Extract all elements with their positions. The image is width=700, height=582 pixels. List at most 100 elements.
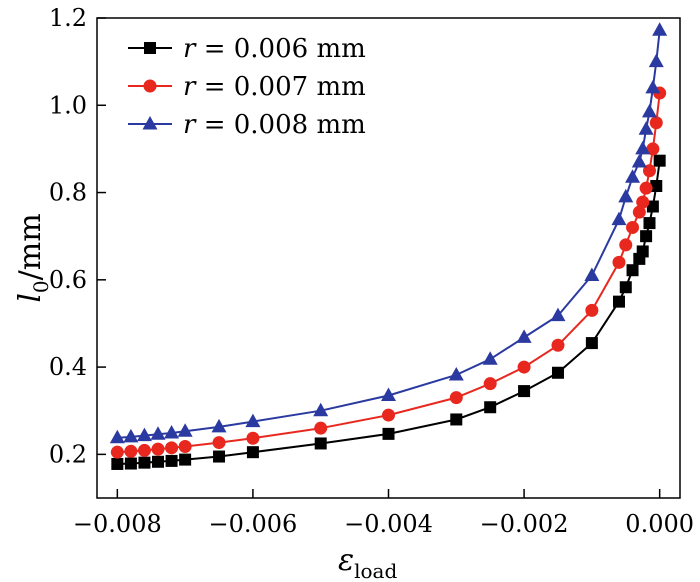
data-point-series-2 bbox=[636, 195, 650, 209]
data-point-series-3 bbox=[584, 267, 600, 281]
data-point-series-3 bbox=[635, 140, 651, 155]
data-point-series-3 bbox=[652, 22, 668, 36]
data-point-series-1 bbox=[165, 454, 178, 467]
data-point-series-3 bbox=[211, 418, 227, 433]
data-point-series-2 bbox=[124, 444, 138, 458]
data-point-series-1 bbox=[636, 245, 649, 258]
data-point-series-3 bbox=[625, 169, 641, 183]
data-point-series-2 bbox=[212, 436, 226, 450]
legend-marker bbox=[143, 79, 157, 93]
legend-value: = 0.007 mm bbox=[195, 72, 365, 102]
data-point-series-2 bbox=[632, 205, 646, 219]
data-point-series-1 bbox=[643, 217, 656, 230]
axis-tick-labels: −0.008 −0.006 −0.004 −0.002 0.000 0.2 0.4 0.6 0.… bbox=[49, 4, 694, 538]
x-tick-label: −0.008 bbox=[73, 510, 162, 538]
legend-label-3: r = 0.008 mm bbox=[183, 110, 366, 140]
data-point-series-3 bbox=[618, 188, 634, 203]
data-point-series-2 bbox=[612, 255, 626, 269]
data-point-series-1 bbox=[619, 281, 632, 294]
series-markers bbox=[109, 22, 668, 470]
data-point-series-3 bbox=[109, 429, 125, 444]
data-point-series-1 bbox=[612, 295, 625, 308]
legend-label-1: r = 0.006 mm bbox=[183, 34, 366, 64]
data-point-series-1 bbox=[626, 264, 639, 277]
data-point-series-2 bbox=[646, 142, 660, 156]
data-point-series-1 bbox=[124, 457, 137, 470]
data-point-series-1 bbox=[653, 154, 666, 167]
data-point-series-3 bbox=[448, 366, 464, 381]
y-tick-label: 1.0 bbox=[49, 91, 87, 119]
data-point-series-1 bbox=[314, 437, 327, 450]
x-tick-label: −0.006 bbox=[209, 510, 298, 538]
legend-marker bbox=[144, 42, 156, 54]
y-tick-label: 0.8 bbox=[49, 179, 87, 207]
data-point-series-2 bbox=[619, 238, 633, 252]
x-tick-label: −0.004 bbox=[344, 510, 433, 538]
data-point-series-2 bbox=[137, 443, 151, 457]
data-point-series-3 bbox=[648, 53, 664, 68]
axis-ticks bbox=[97, 17, 661, 498]
data-point-series-3 bbox=[550, 307, 566, 322]
data-point-series-1 bbox=[450, 413, 463, 426]
legend-variable: r bbox=[183, 110, 197, 140]
data-point-series-2 bbox=[151, 442, 165, 456]
data-point-series-1 bbox=[646, 200, 659, 213]
data-point-series-2 bbox=[517, 360, 531, 374]
legend-label-2: r = 0.007 mm bbox=[183, 72, 366, 102]
data-point-series-1 bbox=[585, 337, 598, 350]
y-axis-subscript: 0 bbox=[29, 280, 53, 293]
y-tick-label: 0.4 bbox=[49, 353, 87, 381]
data-point-series-2 bbox=[178, 440, 192, 454]
data-point-series-3 bbox=[641, 103, 657, 118]
x-axis-title: εload bbox=[338, 543, 397, 582]
y-tick-label: 0.2 bbox=[49, 440, 87, 468]
legend-marker bbox=[142, 116, 158, 130]
legend-variable: r bbox=[183, 34, 197, 64]
data-point-series-2 bbox=[246, 431, 260, 445]
y-axis-title: l0/mm bbox=[13, 213, 53, 302]
data-point-series-2 bbox=[551, 338, 565, 352]
data-point-series-3 bbox=[631, 154, 647, 168]
data-point-series-2 bbox=[649, 116, 663, 130]
data-point-series-3 bbox=[164, 424, 180, 439]
y-tick-label: 1.2 bbox=[49, 4, 87, 32]
data-point-series-1 bbox=[518, 385, 531, 398]
y-tick-label: 0.6 bbox=[49, 266, 87, 294]
data-point-series-2 bbox=[449, 391, 463, 405]
data-point-series-3 bbox=[482, 351, 498, 365]
data-point-series-3 bbox=[313, 402, 329, 417]
data-point-series-1 bbox=[484, 401, 497, 414]
data-point-series-2 bbox=[110, 445, 124, 459]
data-point-series-1 bbox=[152, 455, 165, 468]
data-point-series-2 bbox=[314, 421, 328, 435]
data-point-series-2 bbox=[165, 441, 179, 455]
data-point-series-1 bbox=[111, 457, 124, 470]
legend: r = 0.006 mmr = 0.007 mmr = 0.008 mm bbox=[128, 34, 366, 140]
data-point-series-3 bbox=[611, 211, 627, 226]
data-point-series-1 bbox=[551, 366, 564, 379]
x-tick-label: 0.000 bbox=[625, 510, 694, 538]
data-point-series-2 bbox=[483, 377, 497, 391]
data-point-series-3 bbox=[516, 329, 532, 343]
data-point-series-1 bbox=[640, 230, 653, 243]
data-point-series-2 bbox=[626, 220, 640, 234]
data-point-series-2 bbox=[639, 181, 653, 195]
data-point-series-3 bbox=[638, 121, 654, 135]
x-axis-subscript: load bbox=[354, 559, 397, 582]
data-point-series-3 bbox=[150, 426, 166, 440]
data-point-series-1 bbox=[650, 180, 663, 192]
legend-variable: r bbox=[183, 72, 197, 102]
x-tick-label: −0.002 bbox=[480, 510, 569, 538]
data-point-series-3 bbox=[381, 387, 396, 401]
data-point-series-3 bbox=[645, 79, 661, 94]
y-axis-unit: /mm bbox=[13, 213, 48, 280]
x-axis-symbol: ε bbox=[338, 543, 354, 578]
data-point-series-1 bbox=[138, 456, 151, 469]
data-point-series-1 bbox=[179, 453, 192, 466]
data-point-series-3 bbox=[245, 413, 261, 428]
y-axis-symbol: l bbox=[13, 293, 48, 303]
data-point-series-3 bbox=[136, 427, 152, 442]
data-point-series-2 bbox=[585, 303, 599, 317]
data-point-series-3 bbox=[177, 423, 193, 437]
